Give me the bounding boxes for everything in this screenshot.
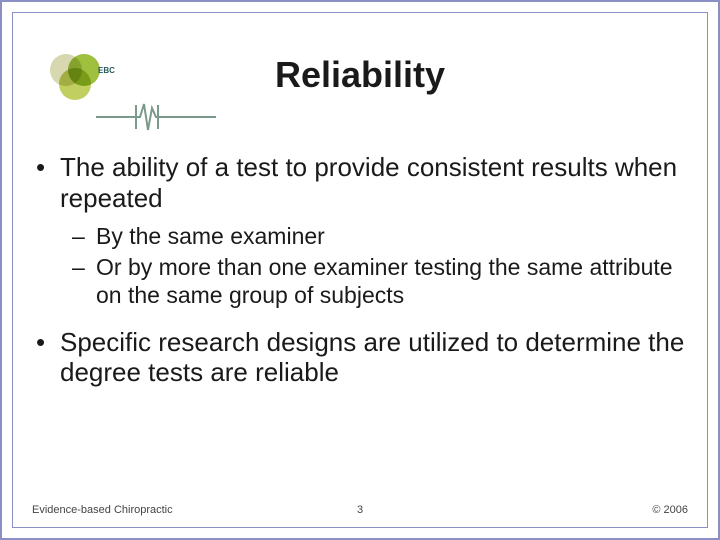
sub-bullet-item: By the same examiner bbox=[32, 223, 688, 250]
footer-copyright: © 2006 bbox=[652, 504, 688, 516]
bullet-text: Specific research designs are utilized t… bbox=[60, 327, 684, 388]
footer-left: Evidence-based Chiropractic bbox=[32, 504, 173, 516]
slide-title: Reliability bbox=[2, 54, 718, 96]
heartbeat-icon bbox=[96, 102, 216, 132]
slide: EBC Reliability The ability of a test to… bbox=[0, 0, 720, 540]
bullet-text: The ability of a test to provide consist… bbox=[60, 152, 677, 213]
bullet-item: The ability of a test to provide consist… bbox=[32, 152, 688, 213]
footer-page-number: 3 bbox=[357, 504, 363, 516]
slide-content: The ability of a test to provide consist… bbox=[32, 152, 688, 398]
bullet-item: Specific research designs are utilized t… bbox=[32, 327, 688, 388]
slide-footer: Evidence-based Chiropractic 3 © 2006 bbox=[32, 504, 688, 516]
sub-bullet-text: By the same examiner bbox=[96, 223, 325, 249]
sub-bullet-item: Or by more than one examiner testing the… bbox=[32, 254, 688, 308]
sub-bullet-group: By the same examiner Or by more than one… bbox=[32, 223, 688, 308]
sub-bullet-text: Or by more than one examiner testing the… bbox=[96, 254, 673, 307]
